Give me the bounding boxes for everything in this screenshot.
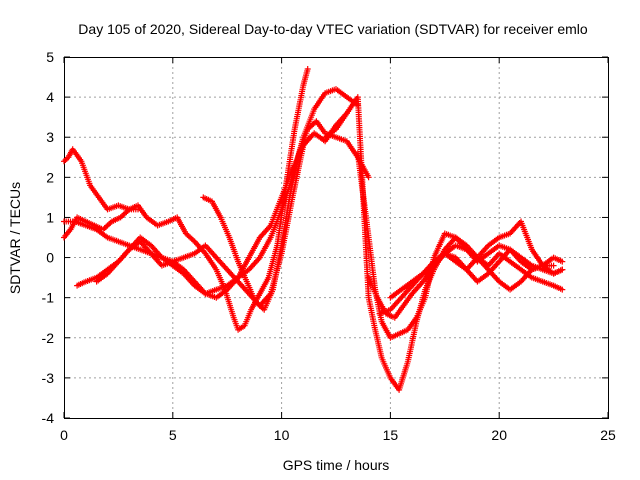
y-tick-label: -2 [42,330,55,346]
y-tick-label: 0 [46,250,54,266]
y-tick-label: 3 [46,129,54,145]
series-track-11 [387,242,557,301]
y-axis-label: SDTVAR / TECUs [7,182,23,294]
series-track-1 [61,146,141,213]
series-track-6 [200,118,372,313]
x-tick-label: 25 [600,427,616,443]
series-line [367,248,564,319]
series-track-5 [93,134,313,301]
series-markers [200,118,372,313]
x-tick-label: 5 [169,427,177,443]
y-tick-label: -4 [42,410,55,426]
y-tick-label: 1 [46,209,54,225]
series-markers [61,146,141,213]
axis-ticks: 0 5 10 15 20 25 -4 -3 -2 -1 0 1 2 3 4 5 [42,49,616,443]
x-tick-label: 15 [383,427,399,443]
chart-title: Day 105 of 2020, Sidereal Day-to-day VTE… [78,21,588,37]
x-tick-label: 10 [274,427,290,443]
y-tick-label: 2 [46,169,54,185]
y-tick-label: -3 [42,370,55,386]
y-tick-label: 5 [46,49,54,65]
y-tick-label: 4 [46,89,54,105]
x-tick-label: 20 [491,427,507,443]
y-tick-label: -1 [42,290,55,306]
series-markers [93,134,313,301]
series-markers [387,242,557,301]
x-axis-label: GPS time / hours [283,457,390,473]
data-series [61,66,566,393]
x-tick-label: 0 [60,427,68,443]
